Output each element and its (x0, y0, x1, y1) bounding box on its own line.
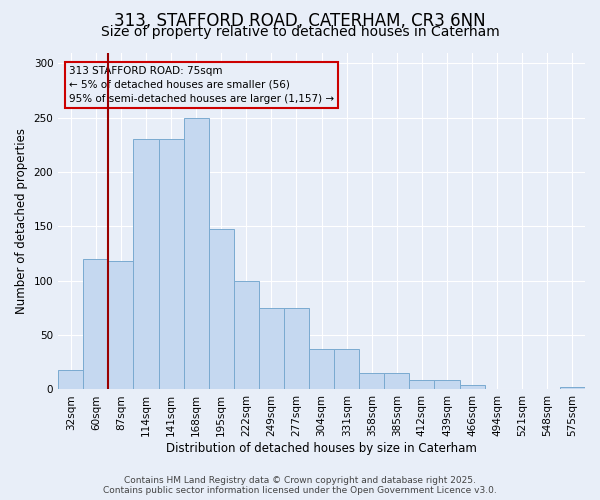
Bar (334, 349, 359, 390)
Bar (58, 370, 83, 390)
Bar (184, 118, 209, 390)
Bar (158, 140, 184, 390)
Bar (109, 261, 133, 390)
Text: 313 STAFFORD ROAD: 75sqm
← 5% of detached houses are smaller (56)
95% of semi-de: 313 STAFFORD ROAD: 75sqm ← 5% of detache… (69, 66, 334, 104)
Bar (284, 308, 309, 390)
Bar (460, 385, 485, 390)
Bar (234, 281, 259, 390)
Bar (209, 228, 234, 390)
Bar (434, 380, 460, 390)
Bar (133, 140, 158, 390)
Y-axis label: Number of detached properties: Number of detached properties (15, 128, 28, 314)
Text: 313, STAFFORD ROAD, CATERHAM, CR3 6NN: 313, STAFFORD ROAD, CATERHAM, CR3 6NN (114, 12, 486, 30)
Bar (560, 388, 585, 390)
Bar (409, 380, 434, 390)
X-axis label: Distribution of detached houses by size in Caterham: Distribution of detached houses by size … (166, 442, 477, 455)
Text: Size of property relative to detached houses in Caterham: Size of property relative to detached ho… (101, 25, 499, 39)
Bar (83, 259, 109, 390)
Bar (359, 373, 385, 390)
Bar (259, 308, 284, 390)
Bar (385, 373, 409, 390)
Bar (309, 349, 334, 390)
Text: Contains HM Land Registry data © Crown copyright and database right 2025.
Contai: Contains HM Land Registry data © Crown c… (103, 476, 497, 495)
